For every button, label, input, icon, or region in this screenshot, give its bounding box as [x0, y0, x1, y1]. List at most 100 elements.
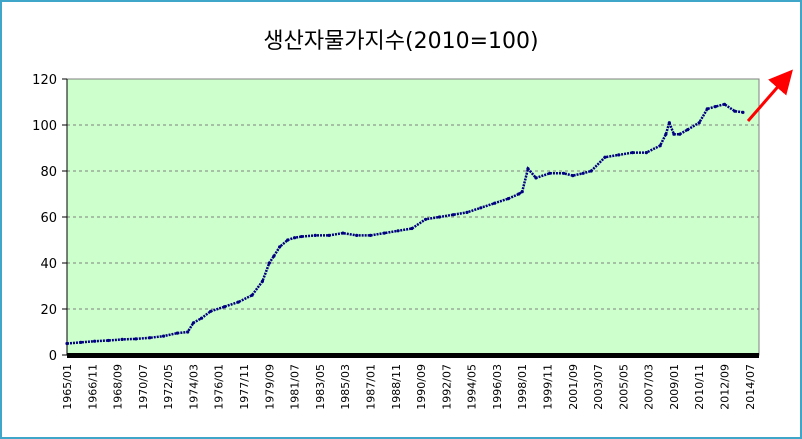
series-point — [186, 330, 190, 334]
x-axis: 1965/01 1966/11 1968/09 1970/07 1972/05 1974/… — [61, 353, 759, 410]
y-tick-label: 100 — [32, 119, 57, 134]
series-point — [222, 305, 227, 309]
x-tick-label: 1970/07 — [137, 364, 150, 410]
x-tick-label: 1998/01 — [516, 364, 529, 410]
series-point — [355, 233, 359, 237]
chart-title: 생산자물가지수(2010=100) — [263, 29, 538, 54]
x-tick-label: 2005/05 — [617, 364, 630, 410]
y-tick-label: 40 — [40, 257, 57, 272]
series-point — [617, 153, 621, 157]
x-tick-label: 1966/11 — [86, 364, 99, 410]
x-tick-label: 1988/11 — [390, 364, 403, 410]
x-tick-label: 2003/07 — [592, 364, 605, 410]
series-point — [313, 233, 317, 237]
series-point — [479, 206, 483, 210]
x-tick-label: 1983/05 — [314, 364, 327, 410]
series-point — [382, 231, 386, 235]
series-point — [733, 109, 737, 113]
x-tick-label: 2014/07 — [744, 364, 757, 410]
x-tick-label: 2010/11 — [693, 364, 706, 410]
x-tick-label: 1992/07 — [440, 364, 453, 410]
series-point — [664, 132, 668, 136]
series-point — [161, 334, 166, 338]
series-point — [581, 171, 585, 175]
x-tick-label: 1976/01 — [213, 364, 226, 410]
series-point — [678, 132, 682, 136]
series-point — [92, 339, 97, 343]
series-point — [520, 190, 524, 194]
series-point — [589, 169, 593, 173]
series-point — [134, 337, 138, 341]
series-point — [79, 340, 83, 344]
series-point — [424, 217, 428, 221]
series-point — [667, 121, 671, 125]
series-point — [548, 171, 552, 175]
y-tick-label: 20 — [40, 303, 57, 318]
series-point — [686, 128, 690, 132]
series-point — [571, 174, 575, 178]
series-point — [148, 336, 152, 340]
series-point — [272, 254, 276, 258]
y-tick-label: 80 — [40, 165, 57, 180]
series-point — [506, 197, 511, 201]
y-axis: 0 20 40 60 80 100 120 — [32, 73, 68, 364]
series-point — [299, 234, 304, 239]
series-point — [236, 300, 240, 304]
series-point — [199, 316, 204, 320]
x-tick-label: 1999/11 — [541, 364, 554, 410]
series-point — [722, 102, 727, 106]
series-point — [451, 213, 455, 217]
series-point — [368, 233, 373, 237]
series-point — [713, 105, 717, 109]
series-point — [120, 337, 124, 341]
x-tick-label: 1985/03 — [339, 364, 352, 410]
x-tick-label: 2012/09 — [719, 364, 732, 410]
y-tick-label: 0 — [49, 349, 57, 364]
x-tick-label: 1977/11 — [238, 364, 251, 410]
series-point — [260, 279, 265, 283]
trend-arrow — [746, 69, 793, 122]
series-point — [741, 110, 745, 114]
grid-lines — [67, 124, 759, 310]
series-point — [106, 338, 110, 343]
x-tick-label: 1981/07 — [289, 364, 302, 410]
x-tick-label: 1979/09 — [263, 364, 276, 410]
series-point — [630, 151, 635, 155]
series-point — [327, 233, 331, 237]
series-point — [410, 226, 414, 231]
x-tick-label: 2001/09 — [567, 364, 580, 410]
x-tick-label: 2007/03 — [643, 364, 656, 410]
x-tick-label: 1965/01 — [61, 364, 74, 410]
series-point — [250, 293, 254, 297]
series-point — [267, 261, 271, 265]
series-point — [437, 215, 442, 219]
series-point — [672, 132, 676, 136]
x-tick-label: 1972/05 — [162, 364, 175, 410]
series-points — [65, 102, 745, 346]
y-tick-label: 60 — [40, 211, 57, 226]
series-point — [603, 155, 607, 159]
series-point — [293, 236, 297, 240]
x-tick-label: 1996/03 — [491, 364, 504, 410]
series-point — [286, 238, 290, 242]
series-point — [705, 107, 709, 111]
x-tick-label: 1990/09 — [415, 364, 428, 410]
x-tick-label: 1994/05 — [466, 364, 479, 410]
series-point — [658, 144, 662, 148]
series-point — [561, 171, 566, 175]
y-tick-label: 120 — [32, 73, 57, 88]
series-point — [644, 151, 648, 155]
series-point — [493, 201, 497, 205]
series-point — [396, 229, 400, 233]
series-point — [191, 321, 196, 325]
series-point — [341, 231, 345, 235]
series-point — [697, 121, 701, 125]
series-point — [278, 245, 282, 249]
series-point — [65, 341, 69, 346]
series-point — [526, 167, 530, 171]
series-point — [534, 176, 538, 180]
x-tick-label: 1987/01 — [364, 364, 377, 410]
x-tick-label: 2009/01 — [668, 364, 681, 410]
